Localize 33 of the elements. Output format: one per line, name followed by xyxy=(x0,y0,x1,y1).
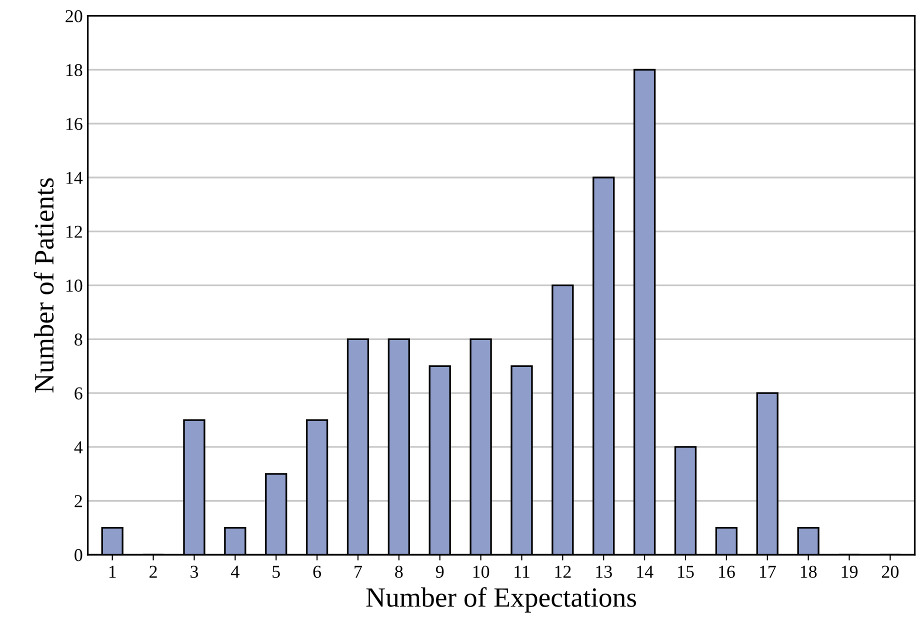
x-tick-label: 4 xyxy=(231,566,240,578)
x-tick-label: 9 xyxy=(436,566,444,578)
x-tick-label: 2 xyxy=(150,566,157,578)
x-tick-label: 19 xyxy=(842,566,858,578)
x-tick-label: 5 xyxy=(272,566,280,578)
x-tick-label: 15 xyxy=(678,566,694,578)
y-tick-label: 10 xyxy=(66,280,82,292)
x-tick-label: 6 xyxy=(313,566,322,578)
y-tick-label: 16 xyxy=(66,118,82,130)
y-tick-label: 6 xyxy=(74,387,82,400)
x-tick-label: 7 xyxy=(354,566,362,578)
x-tick-label: 18 xyxy=(800,566,817,578)
x-tick-label: 13 xyxy=(596,566,612,578)
x-tick-label: 8 xyxy=(395,566,403,578)
x-tick-label: 3 xyxy=(190,566,198,578)
x-tick-label: 20 xyxy=(882,566,899,578)
y-axis-title: Number of Patients xyxy=(34,178,54,393)
x-tick-label: 16 xyxy=(719,566,735,578)
x-tick-label: 1 xyxy=(109,566,116,578)
y-tick-label: 12 xyxy=(66,226,82,238)
x-tick-label: 10 xyxy=(473,566,490,578)
x-tick-label: 14 xyxy=(637,566,654,578)
y-tick-label: 0 xyxy=(74,549,82,562)
y-tick-label: 4 xyxy=(74,441,83,454)
y-tick-label: 20 xyxy=(66,10,82,22)
x-tick-label: 12 xyxy=(555,566,571,578)
x-tick-label: 17 xyxy=(760,566,776,578)
x-tick-label: 11 xyxy=(514,566,530,578)
y-tick-label: 2 xyxy=(74,495,82,508)
y-tick-label: 14 xyxy=(66,172,83,184)
x-axis-title: Number of Expectations xyxy=(366,587,636,613)
y-tick-label: 18 xyxy=(66,64,82,76)
y-tick-label: 8 xyxy=(74,333,82,346)
